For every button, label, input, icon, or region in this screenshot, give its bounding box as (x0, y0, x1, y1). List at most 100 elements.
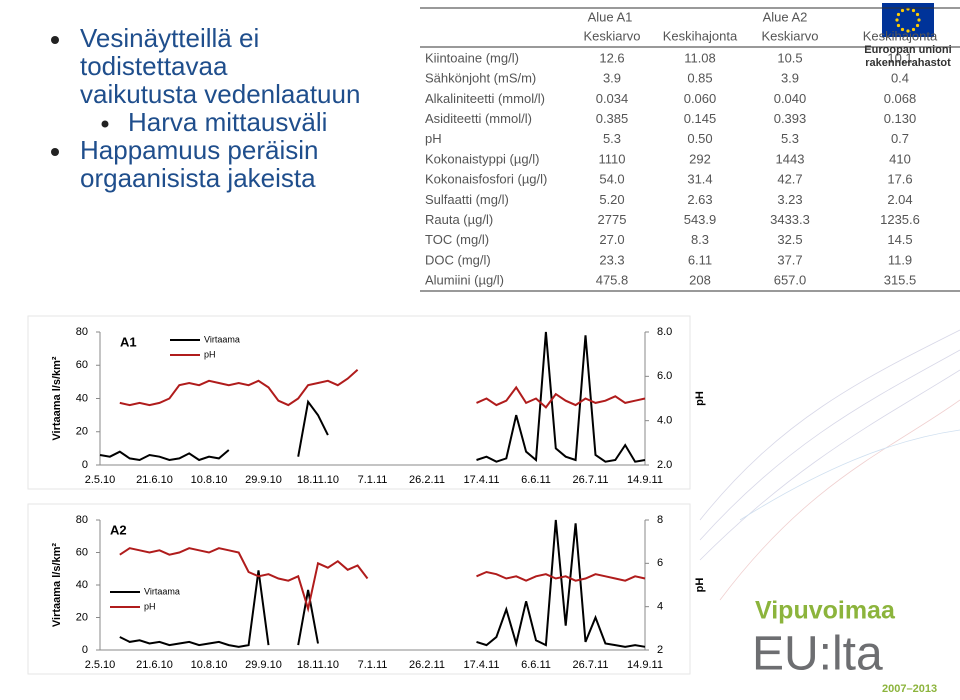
x-tick-label: 6.6.11 (521, 659, 551, 671)
x-tick-label: 10.8.10 (191, 474, 228, 486)
bullet-dot (51, 148, 59, 156)
x-tick-label: 26.2.11 (409, 474, 445, 486)
table-row-label: Kiintoaine (mg/l) (425, 50, 519, 65)
table-cell: 208 (689, 273, 711, 288)
table-cell: 0.040 (774, 91, 807, 106)
y-tick-label: 80 (76, 514, 88, 526)
table-cell: 42.7 (777, 172, 802, 187)
table-cell: 8.3 (691, 232, 709, 247)
star (900, 27, 905, 32)
table-cell: 657.0 (774, 273, 807, 288)
table-cell: 3.9 (781, 71, 799, 86)
legend-label: Virtaama (204, 334, 240, 344)
chart-frame (27, 503, 691, 675)
legend-label: Virtaama (144, 586, 180, 596)
table-cell: 12.6 (599, 50, 624, 65)
x-tick-label: 21.6.10 (136, 474, 173, 486)
legend-label: pH (144, 601, 156, 611)
table-column: Keskiarvo (583, 28, 640, 43)
table-cell: 0.393 (774, 111, 807, 126)
table-cell: 10.5 (777, 50, 802, 65)
wave (719, 399, 960, 601)
star (911, 27, 916, 32)
series-line (119, 519, 646, 648)
table-cell: 5.3 (603, 131, 621, 146)
table-cell: 0.068 (884, 91, 917, 106)
star (915, 12, 920, 17)
y2-axis-title: pH (694, 578, 706, 593)
table-cell: 37.7 (777, 252, 802, 267)
x-tick-label: 7.1.11 (358, 474, 388, 486)
table-cell: 475.8 (596, 273, 629, 288)
table-group: Alue A2 (763, 9, 808, 24)
bullet-text: Vesinäytteillä ei todistettavaa vaikutusta… (80, 23, 360, 109)
star (915, 23, 920, 28)
x-tick-label: 14.9.11 (627, 659, 663, 671)
y-tick-label: 40 (76, 579, 88, 591)
table-row-label: DOC (mg/l) (425, 252, 491, 267)
table-row-label: pH (425, 131, 442, 146)
eu-stars (895, 7, 921, 33)
x-tick-label: 18.11.10 (297, 659, 339, 671)
x-tick-label: 26.2.11 (409, 659, 445, 671)
y2-axis-title: pH (694, 391, 706, 406)
x-tick-label: 10.8.10 (191, 659, 228, 671)
y-tick-label: 20 (76, 611, 88, 623)
table-row-label: Alumiini (µg/l) (425, 273, 504, 288)
wave (699, 329, 960, 521)
star (900, 8, 905, 13)
y-tick-label: 20 (76, 426, 88, 438)
years-logo: 2007–2013 (882, 683, 937, 695)
star (917, 18, 921, 22)
x-tick-label: 2.5.10 (85, 659, 116, 671)
table-row-label: Alkaliniteetti (mmol/l) (425, 91, 545, 106)
y2-tick-label: 2.0 (657, 459, 672, 471)
table-cell: 543.9 (684, 212, 717, 227)
table-row-label: Sulfaatti (mg/l) (425, 192, 509, 207)
table-cell: 14.5 (887, 232, 912, 247)
table-row-label: Kokonaisfosfori (µg/l) (425, 172, 547, 187)
table-cell: 0.385 (596, 111, 629, 126)
eu-text: rakennerahastot (865, 57, 951, 69)
star (896, 23, 901, 28)
series-line (99, 331, 646, 463)
y2-tick-label: 6.0 (657, 370, 672, 382)
y2-tick-label: 4.0 (657, 415, 672, 427)
table-cell: 0.85 (687, 71, 712, 86)
table-column: Keskihajonta (663, 28, 738, 43)
x-tick-label: 21.6.10 (136, 659, 173, 671)
bullet-text: Happamuus peräisin orgaanisista jakeista (80, 135, 318, 193)
table-cell: 1110 (599, 151, 626, 166)
bullet-dot (101, 120, 109, 128)
table-cell: 0.4 (891, 71, 909, 86)
table-cell: 10.1 (887, 50, 912, 65)
table-cell: 23.3 (599, 252, 624, 267)
y-tick-label: 80 (76, 326, 88, 338)
y2-tick-label: 8 (657, 514, 663, 526)
table-row-label: Asiditeetti (mmol/l) (425, 111, 532, 126)
x-tick-label: 6.6.11 (521, 474, 551, 486)
table-column: Keskiarvo (761, 28, 818, 43)
y-tick-label: 60 (76, 546, 88, 558)
decor-waves (699, 329, 960, 601)
table-group: Alue A1 (588, 9, 633, 24)
table-cell: 17.6 (887, 172, 912, 187)
chart-frame (27, 315, 691, 490)
x-tick-label: 26.7.11 (573, 659, 609, 671)
star (895, 18, 899, 22)
x-tick-label: 17.4.11 (464, 474, 500, 486)
wave (699, 369, 960, 561)
x-tick-label: 26.7.11 (573, 474, 609, 486)
table-cell: 1443 (776, 151, 805, 166)
eulta-logo: EU:lta (752, 628, 883, 681)
table-cell: 2.04 (887, 192, 912, 207)
y-tick-label: 40 (76, 392, 88, 404)
table-cell: 11.08 (684, 50, 716, 65)
y2-tick-label: 4 (657, 601, 663, 613)
series-line (119, 368, 646, 409)
y2-tick-label: 2 (657, 644, 663, 656)
table-cell: 410 (889, 151, 911, 166)
table-row-label: Rauta (µg/l) (425, 212, 493, 227)
y-axis-title: Virtaama l/s/km² (51, 356, 63, 441)
